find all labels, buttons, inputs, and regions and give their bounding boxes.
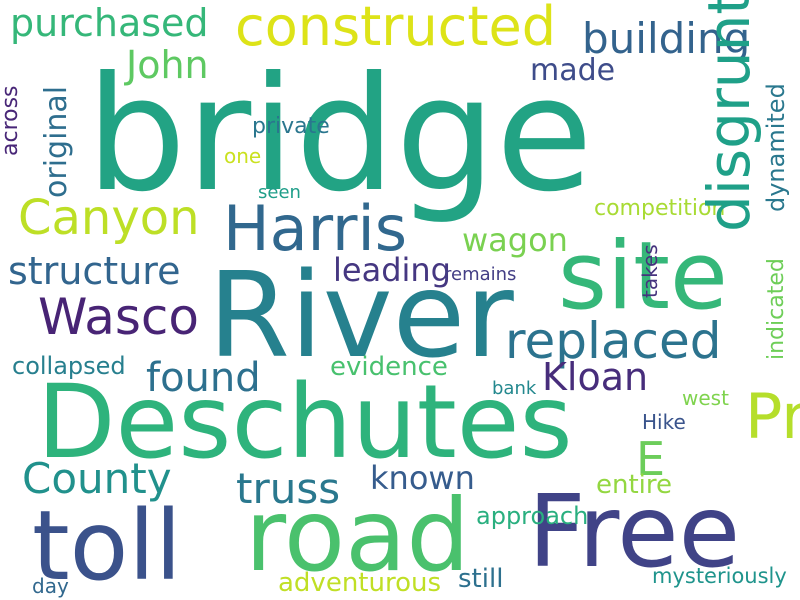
word-approach: Hike [642,410,686,434]
word-made: John [126,43,209,87]
word-john: disgruntled [695,0,763,232]
word-remains: competition [594,196,726,221]
word-county: E [636,432,666,486]
word-seen: one [224,144,262,168]
word-wagon: Wasco [38,288,200,346]
word-collapsed: entire [596,470,673,500]
word-structure: made [530,53,616,88]
word-still: adventurous [278,568,442,598]
word-site: site [558,222,728,331]
word-kloan: found [146,355,261,401]
word-known: truss [236,464,341,513]
word-west: bank [492,378,537,399]
word-mysteriously: still [458,564,504,594]
word-river: River [208,246,514,384]
word-disgruntled: mysteriously [652,564,787,588]
word-road: road [245,477,470,594]
word-constructed: constructed [235,0,557,58]
word-day: approach [476,502,589,530]
word-evidence: collapsed [12,352,126,380]
word-across: across [0,85,23,156]
word-found: leading [333,251,451,289]
word-replaced: wagon [462,221,568,259]
word-entire: known [370,459,475,497]
word-competition: seen [258,182,301,203]
word-canyon: Canyon [18,190,200,246]
word-original: original [39,85,74,198]
word-bank: remains [444,264,517,285]
word-indicated: indicated [764,258,789,360]
word-bridge: bridge [86,43,593,227]
word-pratt: Kloan [542,355,649,399]
word-one: private [252,114,330,139]
word-free: Free [528,473,741,590]
word-e: Pratt [745,380,800,453]
word-truss: County [22,454,172,503]
word-takes: takes [638,244,662,298]
word-leading: replaced [505,312,722,370]
word-adventurous: day [32,574,69,598]
word-deschutes: Deschutes [37,363,573,482]
word-toll: toll [32,490,182,600]
word-dynamited: dynamited [762,83,790,212]
word-purchased: purchased [10,1,209,45]
word-wasco: structure [8,249,181,293]
word-private: evidence [330,352,448,382]
word-harris: Harris [223,192,408,265]
word-hike: west [682,386,729,410]
word-building: building [582,14,751,63]
